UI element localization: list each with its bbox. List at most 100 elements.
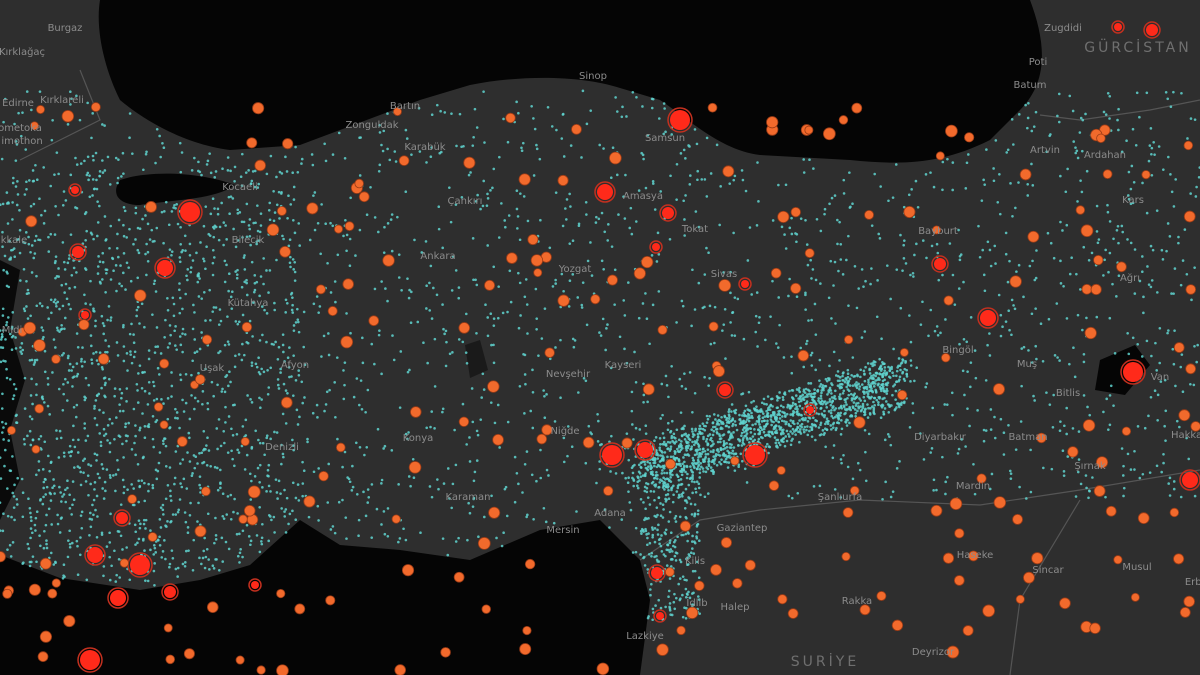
event-dot	[751, 435, 755, 438]
event-dot	[880, 337, 883, 340]
event-medium	[183, 648, 195, 660]
event-dot	[892, 347, 895, 351]
event-large	[741, 280, 749, 288]
event-dot	[137, 500, 140, 504]
event-dot	[296, 483, 300, 486]
event-dot	[8, 332, 12, 336]
event-dot	[1149, 395, 1153, 399]
event-dot	[872, 373, 875, 377]
event-dot	[870, 362, 873, 366]
event-dot	[162, 442, 165, 446]
event-dot	[1001, 325, 1004, 329]
event-dot	[198, 277, 201, 280]
event-dot	[94, 151, 98, 155]
event-dot	[100, 386, 103, 390]
event-dot	[146, 250, 150, 254]
event-dot	[871, 405, 874, 408]
event-dot	[883, 366, 887, 369]
event-dot	[96, 472, 100, 476]
event-dot	[688, 371, 692, 374]
event-dot	[55, 429, 58, 432]
event-dot	[122, 345, 126, 348]
event-dot	[716, 453, 720, 457]
event-dot	[1095, 230, 1099, 233]
event-dot	[806, 420, 810, 423]
event-dot	[163, 539, 166, 542]
event-dot	[33, 358, 37, 362]
event-dot	[722, 447, 725, 451]
event-dot	[474, 200, 478, 203]
event-dot	[656, 513, 659, 517]
event-dot	[709, 438, 712, 441]
event-dot	[251, 335, 254, 338]
event-dot	[457, 286, 461, 289]
event-dot	[653, 457, 657, 461]
event-dot	[548, 246, 552, 250]
event-dot	[380, 143, 383, 147]
event-dot	[294, 321, 298, 324]
event-dot	[875, 315, 879, 319]
event-dot	[650, 481, 654, 485]
event-dot	[323, 142, 326, 146]
event-dot	[680, 533, 683, 537]
event-dot	[671, 439, 674, 443]
event-dot	[791, 432, 794, 435]
event-dot	[123, 209, 127, 213]
event-dot	[430, 317, 434, 320]
event-dot	[357, 534, 360, 538]
event-dot	[465, 361, 469, 365]
event-dot	[56, 328, 60, 332]
event-dot	[46, 383, 50, 386]
event-dot	[109, 476, 112, 479]
event-dot	[727, 425, 731, 429]
event-dot	[521, 491, 524, 494]
event-medium	[147, 532, 158, 542]
event-dot	[496, 403, 500, 407]
event-large	[806, 406, 814, 414]
event-dot	[166, 346, 170, 349]
event-dot	[174, 325, 177, 328]
event-dot	[767, 451, 770, 455]
event-dot	[836, 379, 840, 383]
event-dot	[154, 468, 158, 472]
event-dot	[118, 282, 121, 285]
event-dot	[108, 578, 112, 582]
event-ring	[77, 647, 103, 673]
event-dot	[333, 381, 336, 384]
event-medium	[1169, 507, 1180, 518]
event-dot	[804, 395, 807, 399]
event-dot	[891, 196, 895, 199]
event-dot	[117, 557, 121, 561]
event-dot	[426, 361, 429, 365]
event-dot	[267, 291, 270, 294]
event-dot	[223, 390, 227, 394]
event-dot	[768, 435, 772, 438]
event-dot	[306, 437, 309, 441]
event-dot	[840, 386, 843, 389]
event-dot	[72, 498, 76, 501]
event-dot	[41, 329, 45, 332]
event-dot	[30, 271, 34, 274]
event-dot	[697, 444, 701, 447]
event-dot	[143, 436, 147, 440]
event-medium	[656, 643, 669, 656]
event-dot	[785, 439, 789, 443]
event-dot	[489, 189, 492, 192]
event-dot	[625, 361, 629, 365]
event-dot	[819, 229, 823, 233]
event-dot	[817, 412, 821, 416]
event-dot	[681, 615, 685, 619]
event-dot	[358, 136, 361, 140]
event-dot	[229, 195, 233, 198]
event-dot	[12, 394, 16, 397]
event-dot	[730, 434, 734, 437]
event-dot	[122, 323, 125, 327]
event-dot	[783, 391, 787, 394]
event-dot	[1164, 409, 1168, 413]
event-dot	[804, 291, 807, 295]
event-dot	[95, 359, 99, 362]
event-dot	[472, 497, 475, 501]
event-dot	[118, 409, 122, 413]
event-dot	[389, 218, 393, 221]
event-dot	[808, 158, 811, 162]
